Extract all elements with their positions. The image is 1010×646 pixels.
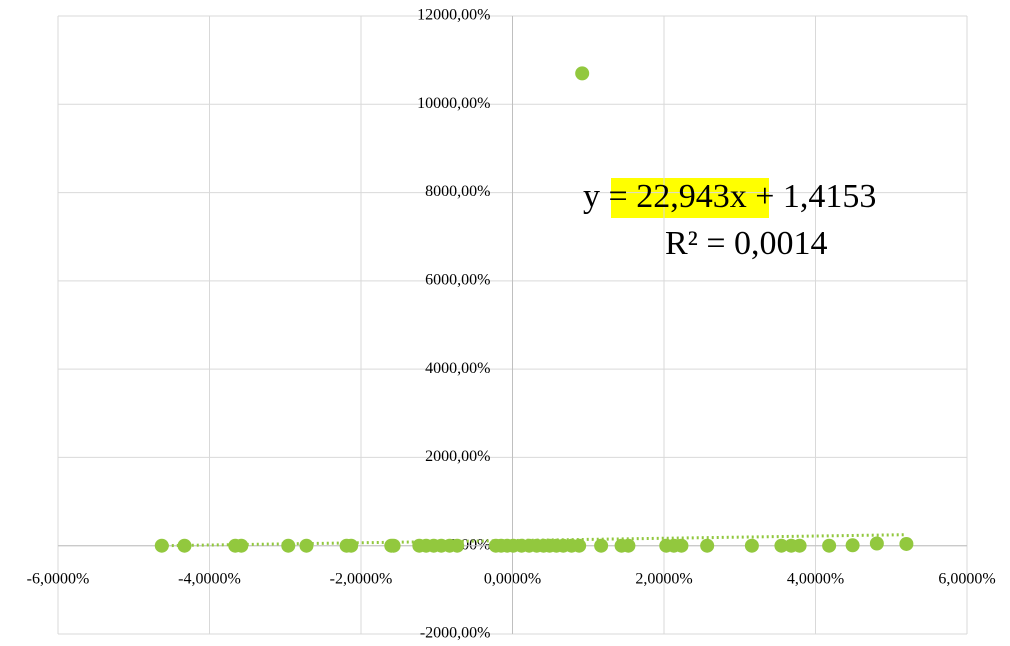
point xyxy=(869,536,884,551)
trendline-equation: y = 22,943x + 1,4153 xyxy=(583,178,876,215)
point xyxy=(594,538,609,553)
point xyxy=(774,538,789,553)
point xyxy=(744,538,759,553)
y-tick-label: 4000,00% xyxy=(425,360,490,377)
point xyxy=(299,538,314,553)
trendline xyxy=(161,533,907,548)
x-tick-label: 6,0000% xyxy=(938,571,995,588)
point xyxy=(845,538,860,553)
point xyxy=(822,538,837,553)
point xyxy=(899,536,914,551)
y-tick-label: 6000,00% xyxy=(425,272,490,289)
y-tick-label: 12000,00% xyxy=(417,7,490,24)
x-tick-label: 4,0000% xyxy=(787,571,844,588)
point xyxy=(621,538,636,553)
point xyxy=(700,538,715,553)
x-tick-label: 2,0000% xyxy=(635,571,692,588)
equation-part: x + 1,4153 xyxy=(730,178,877,215)
point xyxy=(234,538,249,553)
point xyxy=(281,538,296,553)
point xyxy=(344,538,359,553)
y-tick-label: 8000,00% xyxy=(425,183,490,200)
x-tick-label: -6,0000% xyxy=(27,571,90,588)
equation-part: y = xyxy=(583,178,636,215)
point xyxy=(177,538,192,553)
equation-part: 22,943 xyxy=(636,178,730,215)
highlight xyxy=(611,178,769,218)
y-tick-label: -2000,00% xyxy=(420,625,491,642)
point xyxy=(674,538,689,553)
y-tick-label: 10000,00% xyxy=(417,95,490,112)
x-tick-label: -2,0000% xyxy=(330,571,393,588)
y-tick-label: 2000,00% xyxy=(425,448,490,465)
point xyxy=(575,66,590,81)
point xyxy=(572,538,587,553)
point xyxy=(792,538,807,553)
r-squared: R² = 0,0014 xyxy=(665,225,828,262)
x-tick-label: -4,0000% xyxy=(178,571,241,588)
